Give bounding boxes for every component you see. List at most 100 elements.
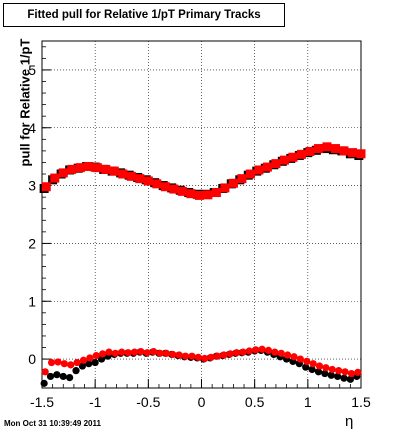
- series-1-point: [356, 149, 366, 159]
- series-1-point: [101, 164, 111, 174]
- series-1-point: [118, 169, 128, 179]
- series-1-point: [160, 182, 170, 192]
- series-2-point: [78, 362, 87, 370]
- series-3-point: [258, 345, 266, 353]
- series-3-point: [264, 346, 273, 355]
- x-tick-label: 0.5: [245, 394, 265, 410]
- y-tick-label: 3: [28, 178, 36, 194]
- series-3-point: [47, 358, 56, 367]
- x-tick-label: 0: [198, 394, 206, 410]
- series-3-point: [188, 352, 196, 360]
- series-1-point: [92, 163, 102, 173]
- series-2-point: [346, 375, 354, 383]
- series-3-point: [150, 347, 158, 356]
- series-3-point: [335, 367, 343, 375]
- series-1-point: [245, 169, 255, 179]
- series-3-point: [194, 353, 202, 361]
- series-2-point: [334, 372, 342, 381]
- series-1-point: [220, 183, 230, 193]
- y-tick-label: 2: [28, 235, 36, 251]
- series-1-point: [50, 173, 60, 183]
- series-1-point: [296, 149, 306, 159]
- series-3-point: [162, 349, 171, 357]
- series-3-point: [67, 361, 75, 369]
- series-3-point: [207, 353, 215, 361]
- series-1-point: [58, 168, 68, 178]
- series-3-point: [220, 351, 228, 359]
- series-1-point: [279, 155, 289, 165]
- series-3-point: [315, 362, 324, 370]
- series-1-point: [67, 164, 77, 174]
- series-1-point: [186, 189, 196, 199]
- series-3-point: [41, 368, 49, 376]
- series-1-point: [254, 165, 264, 175]
- series-3-point: [341, 368, 349, 376]
- series-3-point: [124, 349, 132, 357]
- x-tick-label: -1.5: [30, 394, 54, 410]
- series-1-point: [322, 142, 332, 152]
- series-1-point: [126, 171, 136, 181]
- series-1-point: [135, 174, 145, 184]
- series-1-point: [203, 190, 213, 200]
- series-1-point: [211, 188, 221, 198]
- series-3-point: [99, 350, 107, 358]
- series-3-point: [54, 358, 62, 366]
- series-2-point: [302, 363, 310, 371]
- series-3-point: [79, 356, 88, 364]
- chart-title-box: Fitted pull for Relative 1/pT Primary Tr…: [3, 3, 285, 27]
- y-tick-label: 4: [28, 120, 36, 136]
- series-2-point: [66, 373, 74, 382]
- series-3-point: [284, 351, 292, 359]
- series-1-point: [41, 182, 51, 192]
- series-3-point: [213, 352, 222, 360]
- series-1-point: [143, 176, 153, 186]
- chart-title: Fitted pull for Relative 1/pT Primary Tr…: [27, 9, 261, 21]
- series-3-point: [130, 348, 139, 356]
- series-2-point: [46, 372, 55, 381]
- series-3-point: [143, 349, 151, 357]
- x-axis-label: η: [345, 413, 354, 430]
- series-2-point: [40, 379, 48, 387]
- series-1-point: [313, 144, 323, 154]
- series-3-point: [271, 348, 279, 356]
- series-1-point: [75, 163, 85, 173]
- y-axis-label: pull for Relative 1/pT: [17, 38, 33, 167]
- series-3-point: [175, 351, 183, 359]
- x-tick-label: -1: [89, 394, 102, 410]
- series-1-point: [330, 144, 340, 154]
- series-1-point: [271, 159, 281, 169]
- x-tick-label: -0.5: [136, 394, 160, 410]
- series-3-point: [309, 360, 317, 368]
- series-1-point: [347, 148, 357, 158]
- series-2-point: [340, 374, 348, 382]
- series-3-point: [156, 349, 164, 357]
- series-1-point: [339, 146, 349, 156]
- series-2-point: [327, 371, 335, 379]
- series-3-point: [92, 352, 100, 360]
- series-3-point: [277, 349, 285, 357]
- series-3-point: [322, 364, 330, 372]
- series-3-point: [354, 368, 362, 376]
- timestamp: Mon Oct 31 10:39:49 2011: [4, 419, 101, 428]
- series-3-point: [232, 349, 241, 357]
- series-2-point: [321, 369, 329, 378]
- series-3-point: [201, 354, 209, 363]
- series-3-point: [296, 355, 304, 363]
- series-1-point: [237, 174, 247, 184]
- series-3-point: [303, 357, 311, 365]
- y-tick-label: 5: [28, 62, 36, 78]
- series-3-point: [118, 348, 126, 356]
- series-3-point: [328, 365, 336, 374]
- series-2-point: [53, 371, 61, 379]
- series-1-point: [305, 146, 315, 156]
- series-3-point: [105, 348, 113, 356]
- series-1-point: [288, 152, 298, 162]
- series-2-point: [85, 360, 93, 368]
- y-tick-label: 1: [28, 293, 36, 309]
- series-3-point: [290, 353, 298, 361]
- series-1-point: [84, 161, 94, 171]
- series-3-point: [181, 352, 190, 360]
- series-2-point: [72, 367, 80, 375]
